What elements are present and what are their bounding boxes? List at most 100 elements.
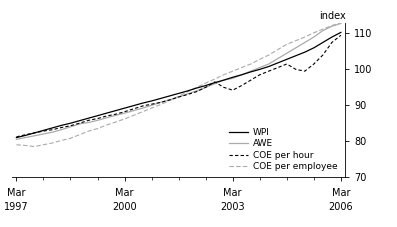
COE per hour	[95, 117, 100, 120]
COE per hour	[203, 86, 208, 89]
COE per employee	[266, 54, 271, 56]
COE per employee	[194, 86, 199, 89]
COE per employee	[50, 142, 55, 144]
COE per hour	[176, 96, 181, 98]
COE per hour	[239, 84, 244, 87]
WPI	[194, 87, 199, 89]
AWE	[149, 104, 154, 107]
COE per employee	[212, 78, 217, 80]
AWE	[140, 107, 145, 109]
AWE	[14, 138, 19, 141]
COE per employee	[176, 95, 181, 98]
AWE	[185, 92, 190, 95]
COE per hour	[32, 131, 37, 134]
AWE	[95, 119, 100, 122]
WPI	[41, 129, 46, 132]
WPI	[167, 95, 172, 97]
COE per hour	[284, 63, 289, 65]
COE per employee	[303, 36, 307, 38]
WPI	[222, 79, 226, 81]
COE per hour	[149, 103, 154, 106]
WPI	[104, 112, 109, 115]
WPI	[131, 104, 136, 107]
COE per hour	[50, 128, 55, 131]
WPI	[230, 76, 235, 79]
COE per hour	[59, 126, 64, 129]
COE per employee	[257, 58, 262, 61]
COE per employee	[68, 137, 73, 140]
AWE	[293, 47, 298, 49]
WPI	[257, 68, 262, 71]
COE per employee	[59, 139, 64, 142]
COE per hour	[77, 122, 82, 125]
Text: 2006: 2006	[329, 202, 353, 212]
WPI	[176, 92, 181, 95]
WPI	[68, 122, 73, 125]
AWE	[303, 41, 307, 44]
COE per employee	[320, 28, 325, 30]
COE per hour	[339, 34, 343, 37]
COE per hour	[212, 81, 217, 83]
Legend: WPI, AWE, COE per hour, COE per employee: WPI, AWE, COE per hour, COE per employee	[229, 128, 337, 171]
COE per employee	[312, 31, 316, 34]
COE per hour	[276, 66, 280, 69]
AWE	[113, 114, 118, 117]
AWE	[339, 22, 343, 25]
COE per hour	[330, 41, 334, 44]
Line: COE per hour: COE per hour	[16, 35, 341, 137]
COE per hour	[41, 130, 46, 133]
COE per hour	[230, 89, 235, 91]
AWE	[276, 57, 280, 60]
Text: Mar: Mar	[115, 188, 134, 198]
COE per hour	[158, 101, 163, 104]
AWE	[131, 109, 136, 112]
COE per employee	[140, 110, 145, 113]
COE per employee	[222, 73, 226, 76]
COE per employee	[23, 144, 28, 147]
COE per hour	[320, 54, 325, 56]
WPI	[249, 71, 253, 73]
AWE	[158, 101, 163, 104]
COE per hour	[303, 70, 307, 72]
WPI	[330, 36, 334, 38]
Text: Mar: Mar	[7, 188, 26, 198]
AWE	[104, 116, 109, 119]
COE per employee	[284, 43, 289, 46]
WPI	[293, 54, 298, 57]
COE per hour	[185, 93, 190, 96]
WPI	[50, 126, 55, 129]
COE per employee	[167, 99, 172, 102]
AWE	[249, 70, 253, 72]
WPI	[212, 81, 217, 84]
AWE	[167, 99, 172, 101]
AWE	[239, 73, 244, 76]
COE per hour	[257, 73, 262, 76]
WPI	[339, 31, 343, 34]
COE per employee	[149, 107, 154, 109]
COE per hour	[312, 63, 316, 65]
WPI	[113, 109, 118, 112]
AWE	[23, 136, 28, 139]
COE per hour	[222, 86, 226, 89]
Text: Mar: Mar	[224, 188, 242, 198]
WPI	[86, 117, 91, 120]
COE per hour	[266, 70, 271, 72]
COE per hour	[104, 115, 109, 117]
AWE	[122, 112, 127, 115]
COE per employee	[113, 121, 118, 123]
WPI	[77, 119, 82, 122]
COE per employee	[239, 66, 244, 69]
AWE	[230, 77, 235, 80]
Text: Mar: Mar	[331, 188, 350, 198]
Text: index: index	[319, 11, 345, 21]
AWE	[32, 134, 37, 137]
AWE	[266, 63, 271, 65]
COE per employee	[95, 127, 100, 130]
COE per employee	[77, 133, 82, 136]
COE per hour	[14, 136, 19, 138]
AWE	[284, 52, 289, 54]
Line: AWE: AWE	[16, 23, 341, 139]
AWE	[194, 89, 199, 92]
COE per employee	[330, 24, 334, 27]
AWE	[222, 79, 226, 81]
